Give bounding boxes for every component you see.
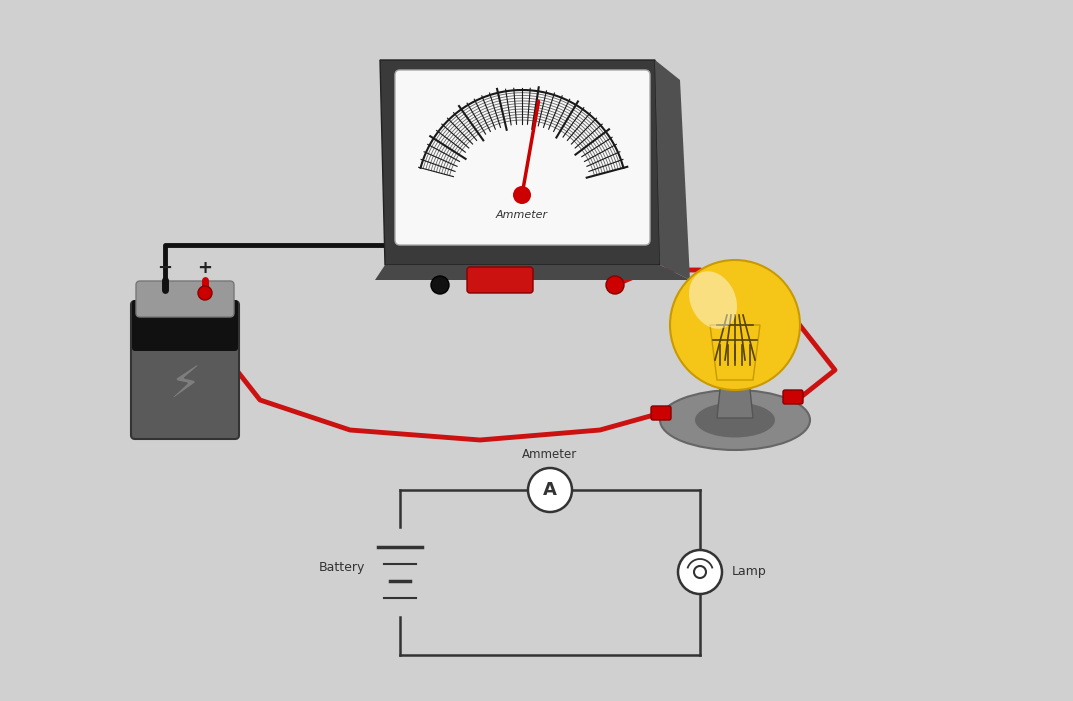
- Circle shape: [606, 276, 624, 294]
- Ellipse shape: [660, 390, 810, 450]
- Circle shape: [431, 276, 449, 294]
- Text: A: A: [543, 481, 557, 499]
- Circle shape: [678, 550, 722, 594]
- Circle shape: [199, 286, 212, 300]
- Circle shape: [528, 468, 572, 512]
- FancyBboxPatch shape: [783, 390, 803, 404]
- Polygon shape: [380, 60, 660, 265]
- FancyBboxPatch shape: [395, 70, 650, 245]
- FancyBboxPatch shape: [467, 267, 533, 293]
- Ellipse shape: [689, 271, 737, 329]
- Polygon shape: [717, 380, 753, 418]
- Text: Ammeter: Ammeter: [496, 210, 548, 220]
- Text: Battery: Battery: [319, 561, 365, 573]
- Polygon shape: [710, 325, 760, 380]
- FancyBboxPatch shape: [131, 301, 239, 439]
- Text: +: +: [197, 259, 212, 277]
- Text: ⚡: ⚡: [170, 364, 201, 407]
- Ellipse shape: [695, 402, 775, 437]
- Circle shape: [513, 186, 531, 204]
- Circle shape: [670, 260, 800, 390]
- FancyBboxPatch shape: [651, 406, 671, 420]
- Text: −: −: [158, 259, 173, 277]
- Polygon shape: [374, 265, 690, 280]
- FancyBboxPatch shape: [136, 281, 234, 317]
- FancyBboxPatch shape: [132, 300, 238, 351]
- Polygon shape: [655, 60, 690, 280]
- Text: Lamp: Lamp: [732, 566, 767, 578]
- Text: Ammeter: Ammeter: [523, 449, 577, 461]
